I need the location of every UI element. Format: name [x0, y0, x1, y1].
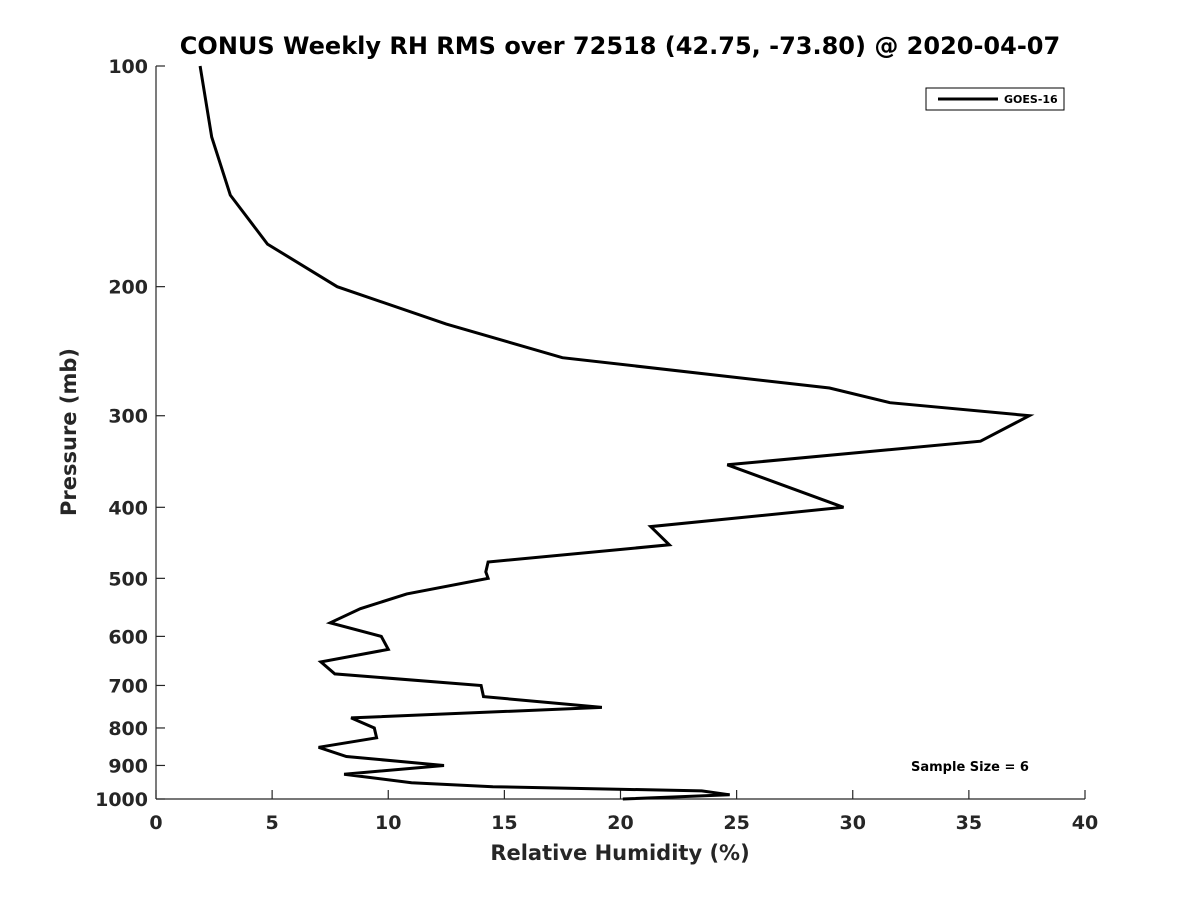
x-tick-label-15: 15 [491, 812, 517, 834]
y-axis-label: Pressure (mb) [57, 348, 81, 516]
series-layer [198, 65, 1035, 801]
series-line-goes-16 [198, 65, 1035, 801]
y-tick-label-1000: 1000 [95, 789, 148, 811]
y-tick-label-900: 900 [108, 755, 148, 777]
y-tick-label-700: 700 [108, 675, 148, 697]
legend: GOES-16 [925, 87, 1065, 111]
y-tick-label-800: 800 [108, 718, 148, 740]
sample-size-annotation: Sample Size = 6 [911, 760, 1029, 775]
chart-title: CONUS Weekly RH RMS over 72518 (42.75, -… [180, 32, 1060, 60]
y-tick-label-300: 300 [108, 406, 148, 428]
y-ticks: 100 200 300 400 500 600 700 800 900 1000 [95, 56, 165, 811]
y-tick-label-600: 600 [108, 626, 148, 648]
x-tick-label-5: 5 [266, 812, 279, 834]
y-tick-label-100: 100 [108, 56, 148, 78]
y-tick-label-200: 200 [108, 277, 148, 299]
y-tick-label-400: 400 [108, 497, 148, 519]
x-tick-label-20: 20 [607, 812, 633, 834]
x-tick-label-10: 10 [375, 812, 401, 834]
x-axis-label: Relative Humidity (%) [490, 841, 749, 865]
x-tick-label-30: 30 [840, 812, 866, 834]
legend-label-goes-16: GOES-16 [1004, 93, 1058, 106]
x-ticks: 0 5 10 15 20 25 30 35 40 [149, 790, 1098, 834]
x-tick-label-35: 35 [956, 812, 982, 834]
x-tick-label-40: 40 [1072, 812, 1098, 834]
x-tick-label-25: 25 [723, 812, 749, 834]
y-tick-label-500: 500 [108, 568, 148, 590]
x-tick-label-0: 0 [149, 812, 162, 834]
